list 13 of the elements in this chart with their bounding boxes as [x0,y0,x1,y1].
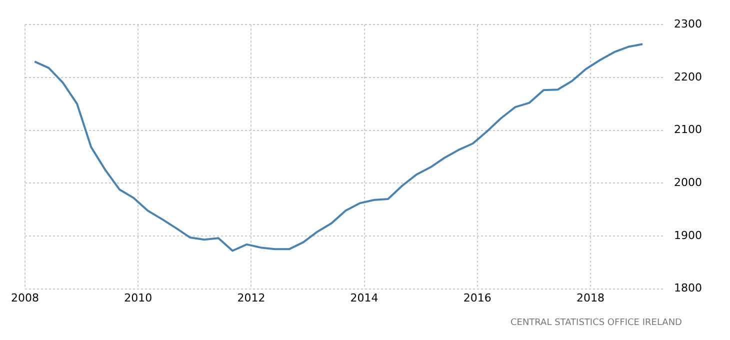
x-tick-label: 2014 [350,291,378,304]
x-tick-label: 2018 [576,291,604,304]
x-tick-label: 2016 [463,291,492,304]
y-tick-label: 2300 [674,17,702,30]
text: CENTRAL STATISTICS OFFICE IRELAND [509,318,683,328]
y-tick-label: 1900 [674,228,702,242]
y-tick-label: 2200 [674,70,702,84]
x-tick-label: 2010 [124,291,152,304]
y-tick-label: 2000 [674,176,702,189]
x-tick-label: 2008 [10,291,39,304]
y-tick-label: 2100 [674,123,702,136]
x-tick-label: 2012 [237,291,266,304]
y-tick-label: 1800 [674,282,702,295]
